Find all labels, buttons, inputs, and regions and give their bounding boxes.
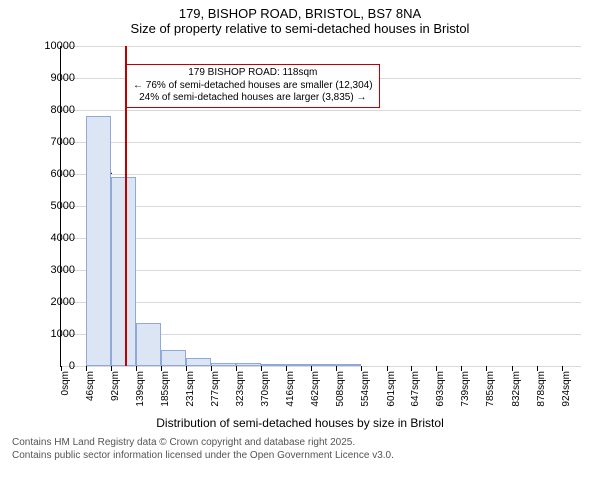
- gridline: [61, 142, 581, 143]
- x-tick-label: 185sqm: [160, 371, 171, 411]
- histogram-bar: [236, 363, 261, 366]
- gridline: [61, 110, 581, 111]
- x-tick-label: 231sqm: [185, 371, 196, 411]
- gridline: [61, 46, 581, 47]
- histogram-bar: [286, 364, 311, 366]
- histogram-bar: [136, 323, 161, 366]
- x-tick-label: 462sqm: [310, 371, 321, 411]
- footer: Contains HM Land Registry data © Crown c…: [0, 436, 600, 462]
- x-tick-label: 601sqm: [386, 371, 397, 411]
- x-tick-label: 323sqm: [235, 371, 246, 411]
- y-tick-label: 2000: [51, 296, 75, 308]
- x-tick-label: 0sqm: [60, 371, 71, 411]
- histogram-bar: [261, 364, 286, 366]
- gridline: [61, 238, 581, 239]
- footer-line1: Contains HM Land Registry data © Crown c…: [12, 436, 600, 449]
- annotation-line: 179 BISHOP ROAD: 118sqm: [133, 67, 373, 80]
- histogram-bar: [186, 358, 211, 366]
- y-tick-label: 7000: [51, 136, 75, 148]
- x-tick-label: 92sqm: [110, 371, 121, 411]
- histogram-bar: [111, 177, 136, 366]
- x-tick-label: 46sqm: [85, 371, 96, 411]
- gridline: [61, 302, 581, 303]
- histogram-bar: [311, 364, 336, 366]
- histogram-bar: [211, 363, 236, 366]
- histogram-bar: [86, 116, 111, 366]
- x-axis-label: Distribution of semi-detached houses by …: [0, 416, 600, 430]
- title-line1: 179, BISHOP ROAD, BRISTOL, BS7 8NA: [0, 6, 600, 21]
- histogram-bar: [161, 350, 186, 366]
- y-tick-label: 5000: [51, 200, 75, 212]
- plot-area: 179 BISHOP ROAD: 118sqm← 76% of semi-det…: [60, 46, 581, 367]
- x-tick-label: 647sqm: [410, 371, 421, 411]
- histogram-bar: [336, 364, 361, 366]
- gridline: [61, 366, 581, 367]
- y-tick-label: 8000: [51, 104, 75, 116]
- x-tick-label: 693sqm: [435, 371, 446, 411]
- footer-line2: Contains public sector information licen…: [12, 449, 600, 462]
- gridline: [61, 206, 581, 207]
- x-tick-label: 277sqm: [210, 371, 221, 411]
- y-tick-label: 1000: [51, 328, 75, 340]
- y-tick-label: 9000: [51, 72, 75, 84]
- x-tick-label: 416sqm: [285, 371, 296, 411]
- y-tick-label: 3000: [51, 264, 75, 276]
- x-tick-label: 832sqm: [511, 371, 522, 411]
- annotation-line: ← 76% of semi-detached houses are smalle…: [133, 80, 373, 93]
- y-tick-label: 4000: [51, 232, 75, 244]
- title-block: 179, BISHOP ROAD, BRISTOL, BS7 8NA Size …: [0, 0, 600, 36]
- gridline: [61, 174, 581, 175]
- x-tick-label: 370sqm: [260, 371, 271, 411]
- y-tick-label: 6000: [51, 168, 75, 180]
- annotation-line: 24% of semi-detached houses are larger (…: [133, 92, 373, 105]
- x-tick-label: 878sqm: [536, 371, 547, 411]
- x-tick-label: 508sqm: [335, 371, 346, 411]
- chart: Number of semi-detached properties 179 B…: [0, 36, 600, 436]
- title-line2: Size of property relative to semi-detach…: [0, 21, 600, 36]
- annotation-box: 179 BISHOP ROAD: 118sqm← 76% of semi-det…: [126, 64, 380, 108]
- x-tick-label: 139sqm: [135, 371, 146, 411]
- x-tick-label: 924sqm: [561, 371, 572, 411]
- y-tick-label: 10000: [44, 40, 75, 52]
- x-tick-label: 554sqm: [360, 371, 371, 411]
- x-tick-label: 739sqm: [460, 371, 471, 411]
- x-tick-label: 785sqm: [485, 371, 496, 411]
- gridline: [61, 270, 581, 271]
